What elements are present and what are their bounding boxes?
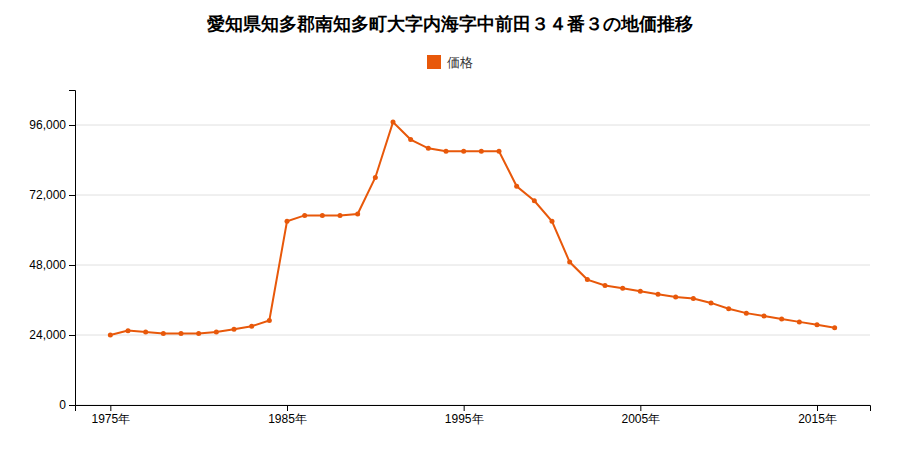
point [444, 149, 449, 154]
y-tick-label: 96,000 [29, 118, 66, 132]
title: 愛知県知多郡南知多町大字内海字中前田３４番３の地価推移 [207, 13, 693, 34]
point [797, 319, 802, 324]
point [815, 322, 820, 327]
point [603, 283, 608, 288]
chart: 愛知県知多郡南知多町大字内海字中前田３４番３の地価推移 1975年 1985年 199… [0, 0, 900, 450]
point [232, 327, 237, 332]
y-tick: 24,000 [29, 328, 75, 342]
point [514, 184, 519, 189]
point [779, 316, 784, 321]
point [479, 149, 484, 154]
point [108, 333, 113, 338]
line [110, 122, 834, 335]
x-tick-mark [640, 405, 641, 411]
point [285, 219, 290, 224]
plot-area: 1975年 1985年 1995年 2005年 2015年 0 24,000 48,000 72… [29, 91, 870, 426]
grid [75, 125, 870, 405]
point [373, 175, 378, 180]
point [461, 149, 466, 154]
x-tick: 1995年 [445, 405, 484, 426]
y-axis-line [69, 91, 76, 406]
point [673, 295, 678, 300]
x-tick: 2005年 [621, 405, 660, 426]
grid-line [75, 265, 870, 266]
point [302, 213, 307, 218]
legend-swatch [427, 55, 441, 69]
marks [108, 120, 837, 338]
point [161, 331, 166, 336]
x-tick: 1975年 [91, 405, 130, 426]
x-tick-mark [817, 405, 818, 411]
y-tick-label: 24,000 [29, 328, 66, 342]
x-tick-label: 2015年 [798, 412, 837, 426]
point [179, 331, 184, 336]
y-tick-mark [69, 335, 75, 336]
point [550, 219, 555, 224]
point [267, 318, 272, 323]
x-axis-line [76, 406, 871, 412]
x-tick-label: 1995年 [445, 412, 484, 426]
y-tick: 0 [59, 398, 75, 412]
legend-item: 価格 [427, 55, 473, 70]
point [196, 331, 201, 336]
point [408, 137, 413, 142]
point [497, 149, 502, 154]
y-tick: 48,000 [29, 258, 75, 272]
y-tick-label: 0 [59, 398, 66, 412]
point [126, 328, 131, 333]
x-axis: 1975年 1985年 1995年 2005年 2015年 [76, 405, 871, 426]
x-tick-label: 1985年 [268, 412, 307, 426]
y-tick: 96,000 [29, 118, 75, 132]
grid-line [75, 125, 870, 126]
point [532, 198, 537, 203]
point [638, 289, 643, 294]
point [320, 213, 325, 218]
point [214, 330, 219, 335]
point [585, 277, 590, 282]
y-tick-mark [69, 125, 75, 126]
point [744, 311, 749, 316]
point [249, 324, 254, 329]
point [620, 286, 625, 291]
point [832, 325, 837, 330]
x-tick-mark [464, 405, 465, 411]
point [426, 146, 431, 151]
x-tick-mark [287, 405, 288, 411]
point [567, 260, 572, 265]
point [656, 292, 661, 297]
point [709, 300, 714, 305]
point [355, 211, 360, 216]
grid-line [75, 195, 870, 196]
x-tick: 1985年 [268, 405, 307, 426]
x-tick-label: 1975年 [91, 412, 130, 426]
point [691, 296, 696, 301]
y-tick-label: 48,000 [29, 258, 66, 272]
legend: 価格 [427, 55, 473, 70]
x-tick-mark [110, 405, 111, 411]
point [762, 314, 767, 319]
x-tick-label: 2005年 [621, 412, 660, 426]
point [391, 120, 396, 125]
point [338, 213, 343, 218]
point [726, 306, 731, 311]
x-tick: 2015年 [798, 405, 837, 426]
y-tick-label: 72,000 [29, 188, 66, 202]
legend-label: 価格 [447, 55, 473, 70]
point [143, 330, 148, 335]
grid-line [75, 335, 870, 336]
y-tick: 72,000 [29, 188, 75, 202]
y-axis: 0 24,000 48,000 72,000 96,000 [29, 91, 75, 413]
y-tick-mark [69, 405, 75, 406]
y-tick-mark [69, 265, 75, 266]
y-tick-mark [69, 195, 75, 196]
